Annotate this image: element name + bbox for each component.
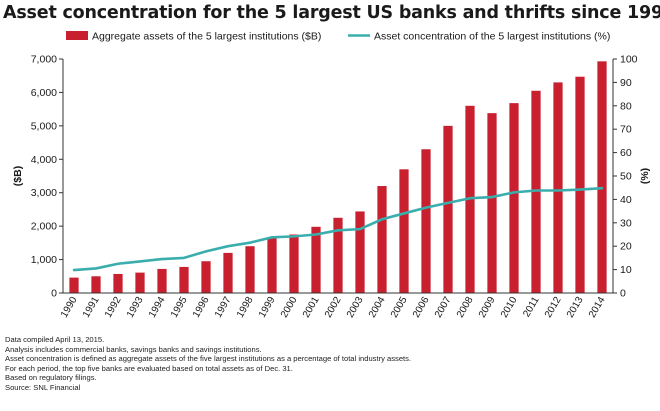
x-tick-label: 2004 xyxy=(367,295,388,320)
bar xyxy=(201,261,211,293)
x-tick-label: 1998 xyxy=(235,295,256,320)
y-tick-label-right: 30 xyxy=(620,217,632,229)
x-tick-label: 2012 xyxy=(543,295,564,320)
bar xyxy=(179,266,189,293)
bar xyxy=(135,272,145,293)
x-tick-label: 2002 xyxy=(323,295,344,320)
x-tick-label: 2007 xyxy=(433,295,454,320)
x-tick-label: 1990 xyxy=(59,295,80,320)
bar xyxy=(377,186,387,293)
x-tick-label: 1997 xyxy=(213,295,234,320)
x-tick-label: 1995 xyxy=(169,295,190,320)
y-tick-label-right: 10 xyxy=(620,264,632,276)
bar xyxy=(91,276,101,293)
bar xyxy=(333,217,343,293)
y-axis-title-right: (%) xyxy=(639,168,651,184)
x-tick-label: 2008 xyxy=(455,295,476,320)
x-tick-label: 2006 xyxy=(411,295,432,320)
x-tick-label: 2001 xyxy=(301,295,322,320)
y-tick-label-right: 70 xyxy=(620,124,632,136)
chart: Aggregate assets of the 5 largest instit… xyxy=(12,31,651,320)
x-tick-label: 2010 xyxy=(499,295,520,320)
note-line: Based on regulatory filings. xyxy=(5,373,97,383)
bar xyxy=(69,277,79,293)
y-tick-label-left: 2,000 xyxy=(31,221,57,233)
y-tick-label-right: 90 xyxy=(620,77,632,89)
bar xyxy=(487,113,497,294)
bar xyxy=(399,169,409,293)
bar xyxy=(113,273,123,293)
concentration-line xyxy=(72,186,604,272)
y-tick-label-right: 60 xyxy=(620,147,632,159)
y-tick-label-left: 6,000 xyxy=(31,87,57,99)
y-tick-label-left: 7,000 xyxy=(31,54,57,66)
x-tick-label: 2003 xyxy=(345,295,366,320)
x-tick-label: 2011 xyxy=(521,295,541,320)
x-tick-label: 1993 xyxy=(125,295,146,320)
y-tick-label-left: 4,000 xyxy=(31,154,57,166)
x-tick-label: 2000 xyxy=(279,295,300,320)
x-tick-label: 2009 xyxy=(477,295,498,320)
y-axis-title-left: ($B) xyxy=(12,166,24,186)
legend-swatch-bars xyxy=(66,31,88,40)
bar xyxy=(575,76,585,293)
bar xyxy=(355,211,365,293)
x-tick-label: 1994 xyxy=(147,295,168,320)
chart-notes: Data compiled April 13, 2015. Analysis i… xyxy=(5,335,411,393)
note-line: For each period, the top five banks are … xyxy=(5,363,293,373)
bar xyxy=(553,82,563,294)
y-tick-label-right: 100 xyxy=(620,54,638,66)
chart-title: Asset concentration for the 5 largest US… xyxy=(3,3,660,23)
y-tick-label-right: 80 xyxy=(620,100,632,112)
bar xyxy=(289,234,299,293)
y-tick-label-right: 20 xyxy=(620,241,632,253)
legend-label-bars: Aggregate assets of the 5 largest instit… xyxy=(92,31,321,43)
x-tick-label: 1996 xyxy=(191,295,212,320)
bar xyxy=(157,268,167,293)
note-line: Analysis includes commercial banks, savi… xyxy=(5,344,262,354)
y-tick-label-left: 3,000 xyxy=(31,187,57,199)
y-tick-label-left: 5,000 xyxy=(31,120,57,132)
note-source: Source: SNL Financial xyxy=(5,382,81,392)
x-tick-label: 1992 xyxy=(103,295,124,320)
y-tick-label-left: 0 xyxy=(51,288,57,300)
bar xyxy=(443,125,453,293)
x-tick-label: 2005 xyxy=(389,295,410,320)
bar xyxy=(311,226,321,293)
note-line: Asset concentration is defined as aggreg… xyxy=(5,354,412,364)
bar xyxy=(509,103,519,293)
x-tick-label: 1999 xyxy=(257,295,278,320)
note-line: Data compiled April 13, 2015. xyxy=(5,335,105,344)
bar xyxy=(421,149,431,293)
x-tick-label: 1991 xyxy=(81,295,102,320)
x-tick-label: 2013 xyxy=(565,295,586,320)
bar xyxy=(223,252,233,293)
bar xyxy=(597,61,607,294)
bar xyxy=(245,246,255,293)
bar xyxy=(531,90,541,293)
y-tick-label-right: 50 xyxy=(620,171,632,183)
x-tick-label: 2014 xyxy=(587,295,608,320)
y-tick-label-right: 0 xyxy=(620,288,626,300)
y-tick-label-right: 40 xyxy=(620,194,632,206)
legend-label-line: Asset concentration of the 5 largest ins… xyxy=(374,31,610,43)
y-tick-label-left: 1,000 xyxy=(31,254,57,266)
bar xyxy=(267,237,277,293)
